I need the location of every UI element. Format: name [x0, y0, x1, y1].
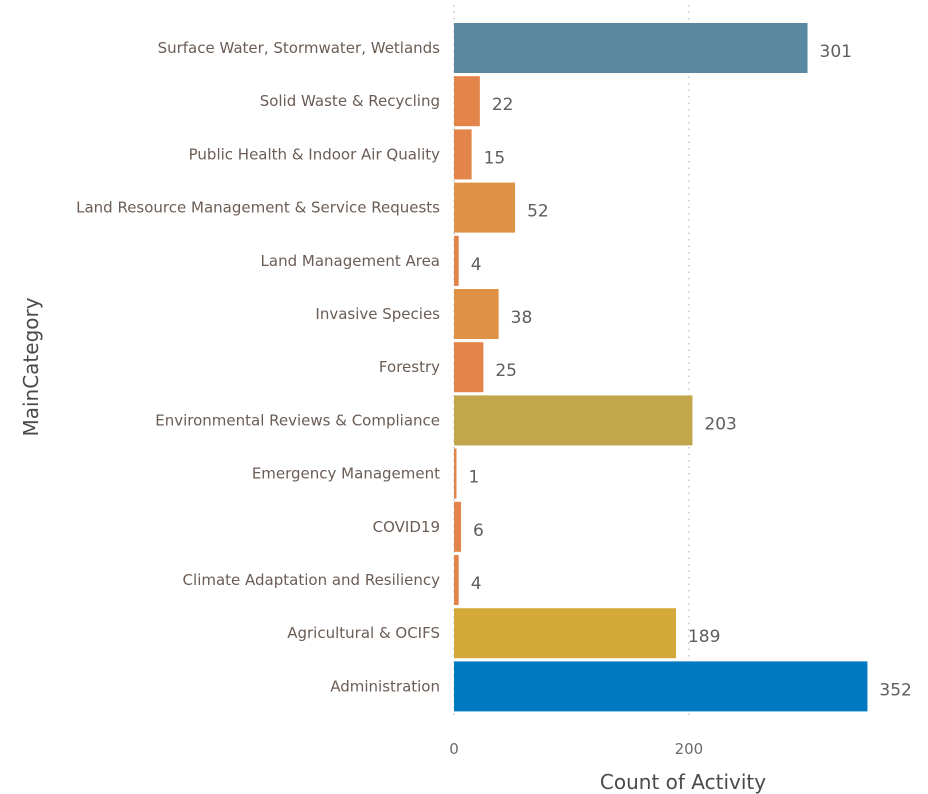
category-label: Emergency Management	[252, 465, 440, 483]
value-label: 203	[704, 414, 736, 434]
value-label: 1	[469, 468, 480, 488]
bars	[454, 23, 868, 712]
category-label: Land Resource Management & Service Reque…	[76, 199, 440, 217]
value-label: 52	[527, 202, 549, 222]
x-axis-title: Count of Activity	[600, 770, 766, 794]
bar	[454, 395, 693, 446]
value-label: 352	[879, 680, 911, 700]
bar	[454, 555, 459, 605]
category-label: Agricultural & OCIFS	[287, 624, 440, 642]
value-label: 4	[471, 255, 482, 275]
value-label: 4	[471, 574, 482, 594]
category-label: Climate Adaptation and Resiliency	[183, 571, 441, 589]
bar	[454, 182, 516, 233]
bar	[454, 23, 808, 73]
category-label: Land Management Area	[261, 252, 440, 270]
value-label: 301	[820, 42, 852, 62]
category-label: Environmental Reviews & Compliance	[155, 411, 440, 429]
category-label: Surface Water, Stormwater, Wetlands	[158, 39, 441, 57]
bar	[454, 448, 457, 499]
category-label: Invasive Species	[315, 305, 440, 323]
category-label: Solid Waste & Recycling	[260, 92, 440, 110]
value-label: 38	[511, 308, 533, 328]
category-label: COVID19	[373, 518, 440, 536]
x-axis-ticks: 0 200	[449, 740, 703, 758]
bar	[454, 76, 480, 127]
x-tick-label: 200	[675, 740, 704, 758]
category-label: Administration	[330, 677, 440, 695]
bar	[454, 501, 462, 552]
bar	[454, 608, 676, 659]
value-label: 15	[484, 148, 506, 168]
bar	[454, 235, 459, 286]
bar	[454, 289, 499, 339]
category-labels: Surface Water, Stormwater, Wetlands Solid…	[76, 39, 440, 695]
bar	[454, 129, 472, 180]
bar	[454, 661, 868, 712]
x-tick-label: 0	[449, 740, 459, 758]
value-label: 189	[688, 627, 720, 647]
value-label: 6	[473, 521, 484, 541]
category-label: Public Health & Indoor Air Quality	[189, 145, 440, 163]
value-label: 22	[492, 95, 514, 115]
category-label: Forestry	[379, 358, 440, 376]
y-axis-title: MainCategory	[19, 297, 43, 436]
value-label: 25	[495, 361, 517, 381]
value-labels: 301 22 15 52 4 38 25 203 1 6 4 189 352	[469, 42, 912, 700]
bar	[454, 342, 484, 393]
